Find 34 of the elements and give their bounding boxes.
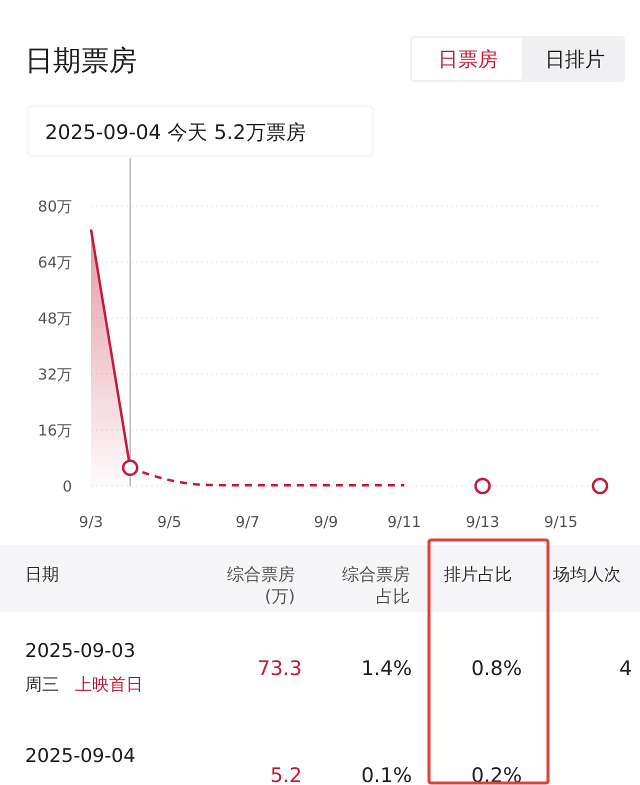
text: 2025-09-04	[25, 745, 136, 767]
text: 0.8%	[471, 656, 522, 680]
text: (万)	[264, 587, 295, 607]
text: 综合票房	[227, 565, 295, 585]
text: 2025-09-04 今天 5.2万票房	[45, 120, 306, 144]
x-tick-label: 9/5	[157, 513, 182, 531]
text: 0.1%	[361, 763, 412, 785]
y-tick-label: 80万	[38, 197, 72, 216]
chart-title: 日期票房	[25, 44, 137, 77]
text: 周三	[25, 675, 59, 695]
text: 场均人次	[552, 565, 621, 585]
text: 日票房	[438, 47, 498, 71]
text: 2025-09-03	[25, 640, 136, 662]
x-tick-label: 9/3	[78, 513, 104, 531]
text: 73.3	[257, 656, 302, 680]
text: 5.2	[270, 763, 302, 785]
y-tick-label: 48万	[38, 309, 72, 328]
x-tick-label: 9/7	[236, 513, 260, 531]
y-tick-label: 0	[62, 477, 72, 496]
text: 排片占比	[444, 565, 512, 585]
text: 占比	[376, 587, 410, 607]
y-tick-label: 16万	[38, 421, 72, 440]
text: 日期	[25, 565, 59, 585]
text: 4	[619, 656, 632, 680]
y-tick-label: 64万	[38, 253, 72, 272]
text: 日排片	[545, 47, 605, 71]
x-tick-label: 9/13	[466, 513, 500, 531]
y-tick-label: 32万	[38, 365, 72, 384]
text: 上映首日	[75, 675, 143, 695]
x-tick-label: 9/11	[387, 513, 422, 531]
x-tick-label: 9/9	[314, 513, 338, 531]
text: 1.4%	[361, 656, 412, 680]
text: 综合票房	[342, 565, 410, 585]
x-tick-label: 9/15	[544, 513, 578, 531]
